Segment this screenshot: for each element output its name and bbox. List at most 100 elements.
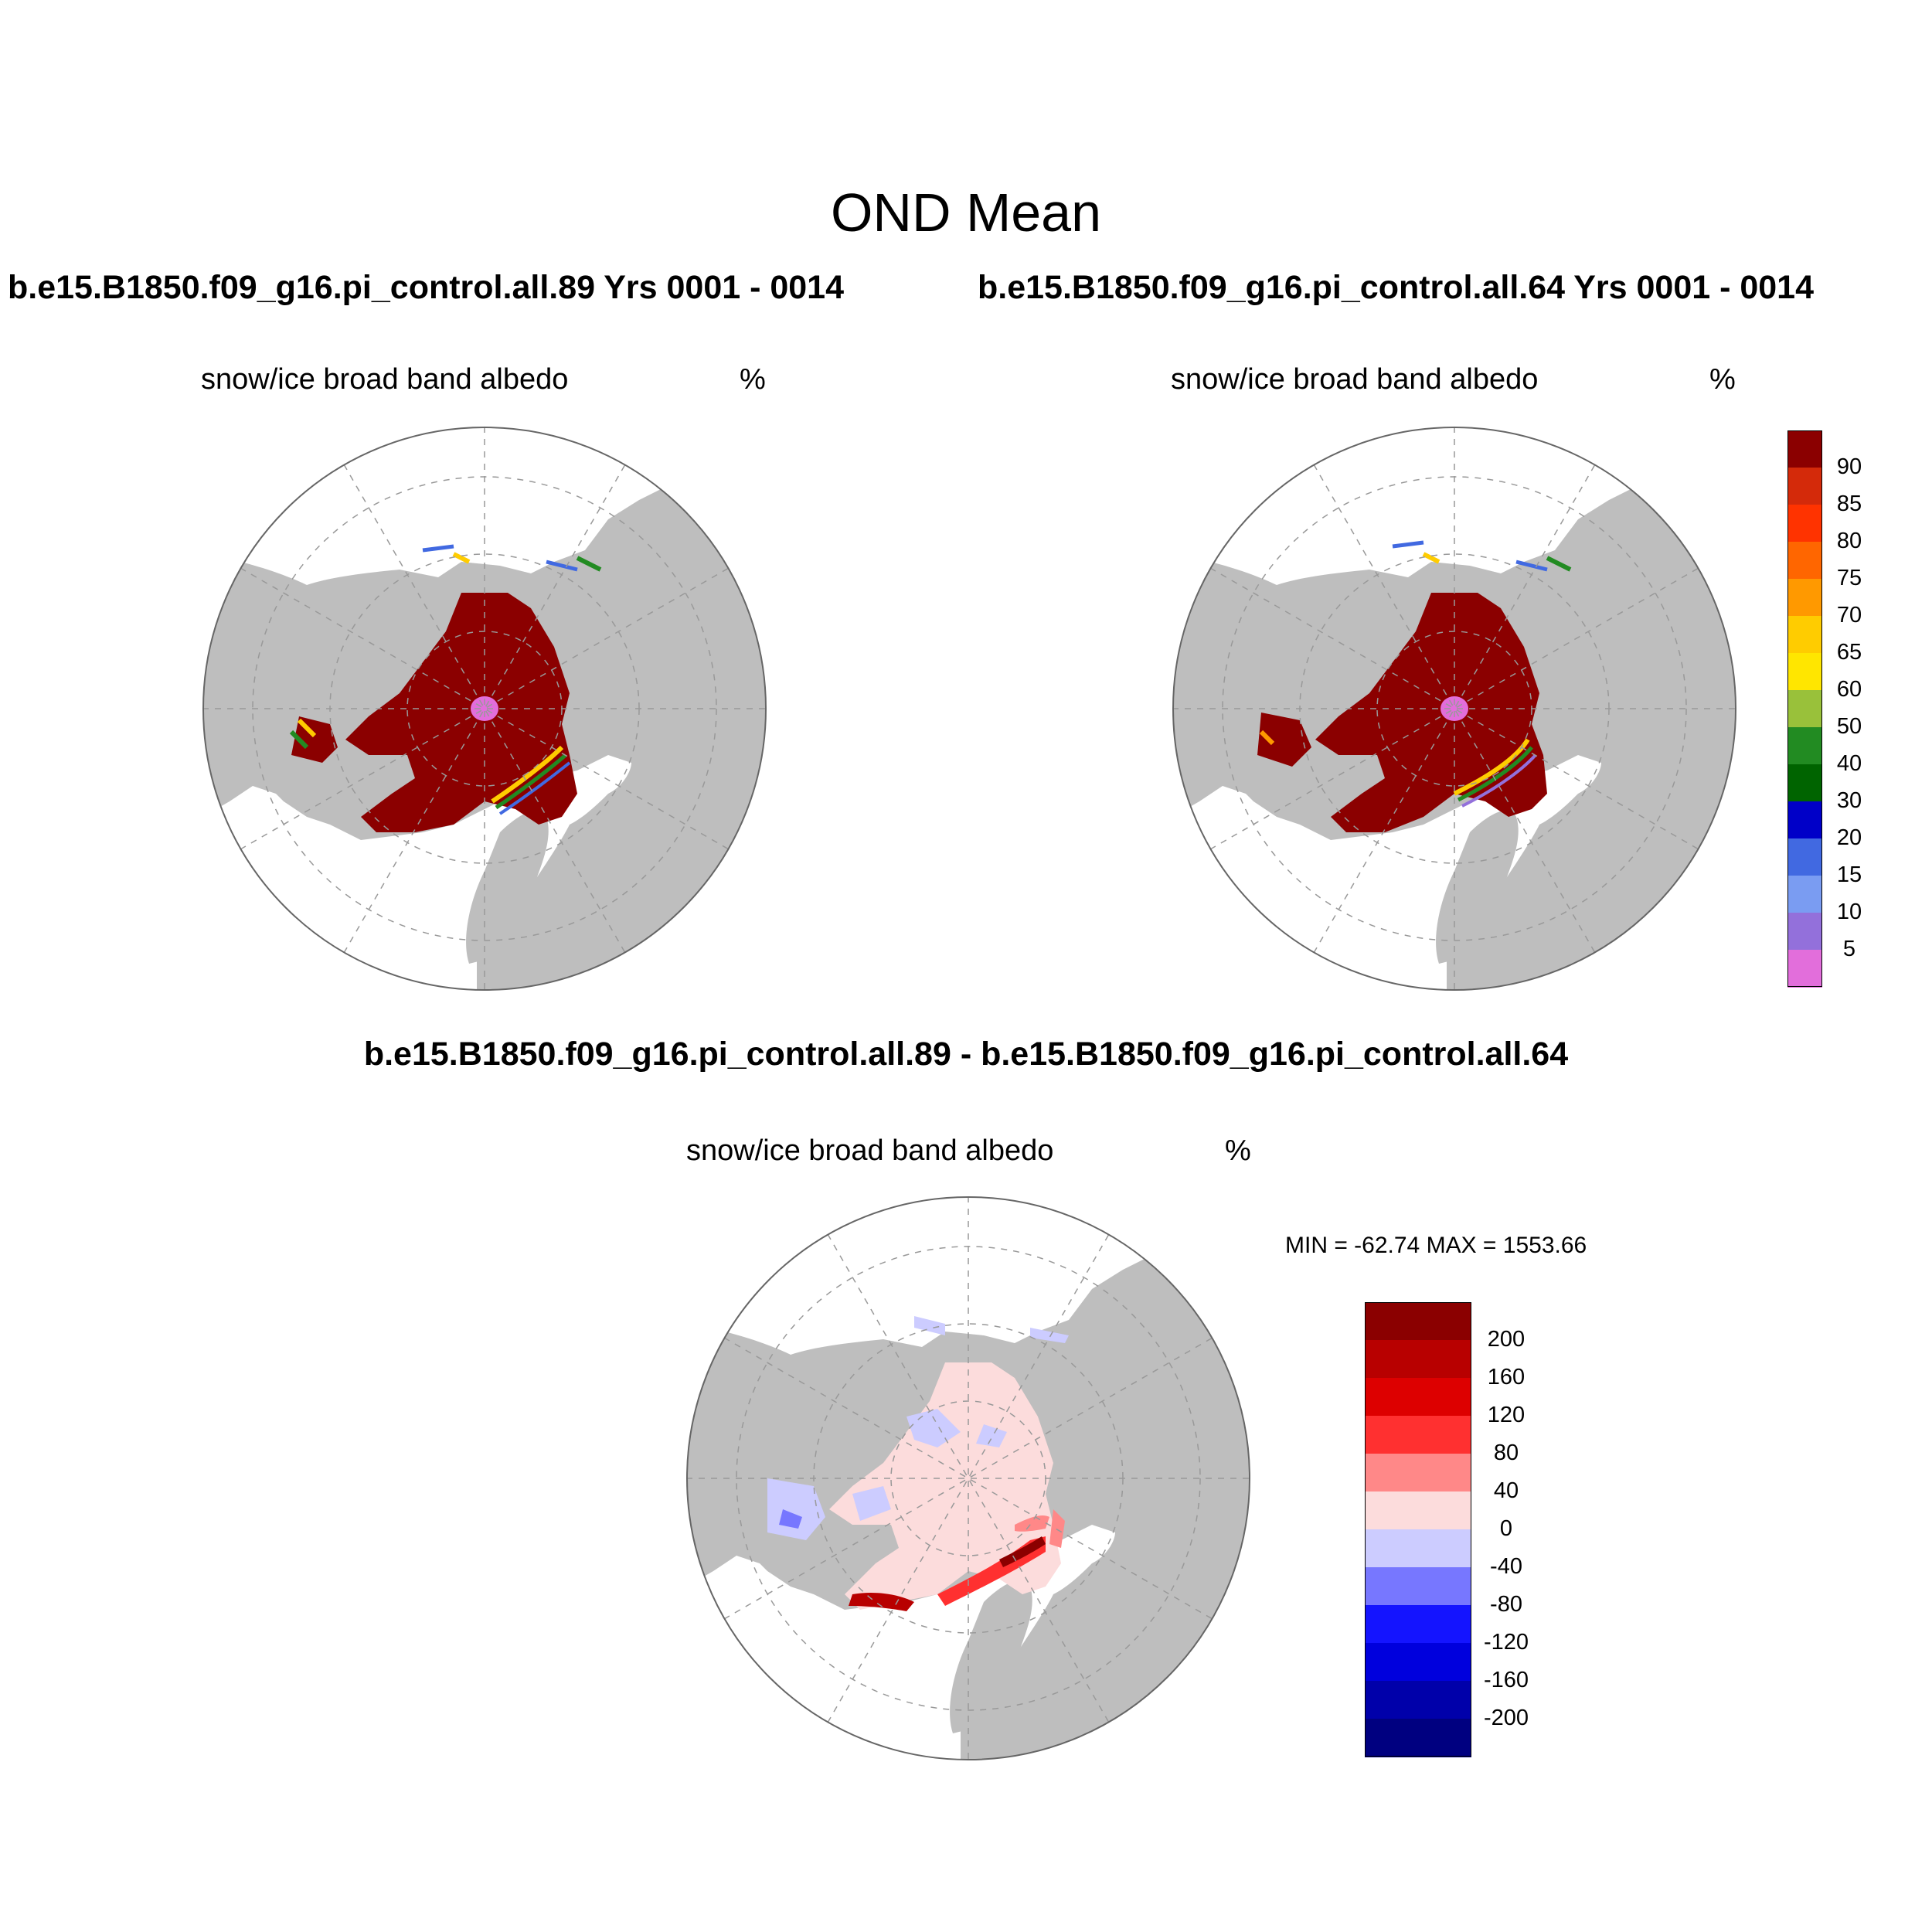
albedo-colorbar-border [1787, 430, 1822, 987]
albedo-colorbar-tick-label: 40 [1836, 751, 1862, 776]
scandinavia-land [466, 810, 549, 964]
diff-colorbar-swatch [1365, 1719, 1471, 1757]
diff-polar-map [686, 1196, 1250, 1760]
left-variable-label: snow/ice broad band albedo [201, 363, 569, 396]
diff-colorbar [1365, 1302, 1471, 1757]
canada-archipelago [829, 1401, 930, 1509]
ice-edge-okhotsk [1546, 556, 1572, 572]
greenland-land [687, 1447, 821, 1587]
albedo-colorbar-tick-label: 90 [1836, 454, 1862, 479]
right-units-label: % [1709, 363, 1736, 396]
albedo-colorbar-swatch [1787, 838, 1822, 876]
pole-hole [471, 696, 498, 721]
left-units-label: % [740, 363, 766, 396]
diff-colorbar-swatch [1365, 1567, 1471, 1606]
diff-arctic-light-blue [852, 1409, 1007, 1521]
lat-lon-grid [1173, 427, 1736, 990]
sea-ice-hudson [1257, 713, 1311, 767]
right-run-title: b.e15.B1850.f09_g16.pi_control.all.64 Yr… [978, 269, 1815, 306]
diff-colorbar-swatch [1365, 1529, 1471, 1568]
lat-lon-grid [687, 1197, 1250, 1760]
albedo-colorbar-swatch [1787, 690, 1822, 728]
diff-east-coast-pink [1049, 1509, 1065, 1548]
map-border [686, 1196, 1250, 1760]
albedo-colorbar-swatch [1787, 579, 1822, 617]
albedo-colorbar-swatch [1787, 913, 1822, 951]
diff-hudson-mid-blue [779, 1509, 802, 1529]
ice-edge-labrador-2 [289, 730, 309, 750]
albedo-colorbar-tick-label: 50 [1836, 714, 1862, 739]
diff-colorbar-tick-label: -120 [1483, 1630, 1529, 1655]
map-border [1172, 427, 1736, 991]
ice-edge-labrador [297, 718, 317, 738]
diff-colorbar-tick-label: 80 [1493, 1440, 1519, 1465]
right-variable-label: snow/ice broad band albedo [1171, 363, 1539, 396]
albedo-colorbar-tick-label: 80 [1836, 529, 1862, 553]
diff-colorbar-swatch [1365, 1605, 1471, 1644]
diff-colorbar-swatch [1365, 1416, 1471, 1454]
diff-barents-pink [1015, 1515, 1049, 1532]
ice-edge-barents-3 [1461, 753, 1537, 808]
diff-bering-blue [914, 1316, 945, 1335]
ice-edge-barents-2 [1457, 746, 1533, 802]
albedo-colorbar-swatch [1787, 801, 1822, 839]
ice-edge-okhotsk-2 [546, 560, 578, 572]
diff-colorbar-swatch [1365, 1378, 1471, 1417]
albedo-colorbar-swatch [1787, 727, 1822, 765]
ice-edge-bering [1422, 552, 1440, 564]
diff-colorbar-swatch [1365, 1302, 1471, 1341]
left-polar-map [202, 427, 767, 991]
albedo-colorbar-swatch [1787, 542, 1822, 580]
albedo-colorbar-swatch [1787, 653, 1822, 691]
right-polar-map [1172, 427, 1736, 991]
diff-colorbar-tick-label: 120 [1487, 1403, 1526, 1427]
diff-colorbar-swatch [1365, 1681, 1471, 1719]
diff-colorbar-tick-label: 200 [1487, 1327, 1526, 1352]
ice-edge-barents [1453, 738, 1530, 796]
ice-edge-barents-3 [498, 761, 571, 815]
canada-archipelago [1315, 631, 1416, 740]
map-border [202, 427, 767, 991]
diff-colorbar-tick-label: 160 [1487, 1365, 1526, 1389]
pole-hole [1440, 696, 1468, 721]
ice-edge-barents [491, 745, 564, 804]
greenland-land [1173, 678, 1308, 817]
diff-colorbar-tick-label: -200 [1483, 1706, 1529, 1730]
diff-title: b.e15.B1850.f09_g16.pi_control.all.89 - … [363, 1036, 1569, 1073]
diff-colorbar-swatch [1365, 1454, 1471, 1492]
diff-colorbar-tick-label: 40 [1493, 1478, 1519, 1503]
albedo-colorbar-tick-label: 10 [1836, 900, 1862, 924]
albedo-colorbar-tick-label: 75 [1836, 566, 1862, 590]
albedo-colorbar-tick-label: 15 [1836, 862, 1862, 887]
greenland-land [203, 678, 338, 817]
ice-edge-bering-2 [1392, 540, 1424, 549]
albedo-colorbar-swatch [1787, 764, 1822, 802]
ice-edge-labrador [1259, 730, 1275, 746]
figure-title: OND Mean [830, 182, 1102, 243]
diff-arctic-light-pink [829, 1362, 1061, 1610]
diff-norway-sea-red [849, 1593, 914, 1611]
lat-lon-grid [203, 427, 766, 990]
scandinavia-land [1436, 810, 1519, 964]
albedo-colorbar-tick-label: 85 [1836, 492, 1862, 516]
canada-archipelago [345, 631, 446, 740]
sea-ice-hudson [291, 716, 338, 763]
diff-okhotsk-blue [1030, 1328, 1069, 1343]
diff-barents-dark-red [999, 1536, 1046, 1567]
albedo-colorbar-labels: 90 85 80 75 70 65 60 50 40 30 20 15 10 5 [1822, 430, 1884, 987]
albedo-colorbar-swatch [1787, 616, 1822, 654]
ice-edge-barents-2 [495, 753, 567, 810]
albedo-colorbar-tick-label: 30 [1836, 788, 1862, 813]
albedo-colorbar-swatch [1787, 950, 1822, 988]
left-run-title: b.e15.B1850.f09_g16.pi_control.all.89 Yr… [8, 269, 845, 306]
ice-edge-bering-2 [422, 544, 454, 553]
albedo-colorbar-tick-label: 5 [1842, 937, 1856, 961]
diff-variable-label: snow/ice broad band albedo [686, 1134, 1054, 1167]
diff-colorbar-swatch [1365, 1492, 1471, 1530]
diff-colorbar-tick-label: -160 [1483, 1668, 1529, 1692]
albedo-colorbar-swatch [1787, 876, 1822, 913]
diff-units-label: % [1225, 1134, 1251, 1167]
scandinavia-land [950, 1580, 1032, 1733]
albedo-colorbar-swatch [1787, 468, 1822, 505]
ice-edge-okhotsk [576, 556, 602, 572]
